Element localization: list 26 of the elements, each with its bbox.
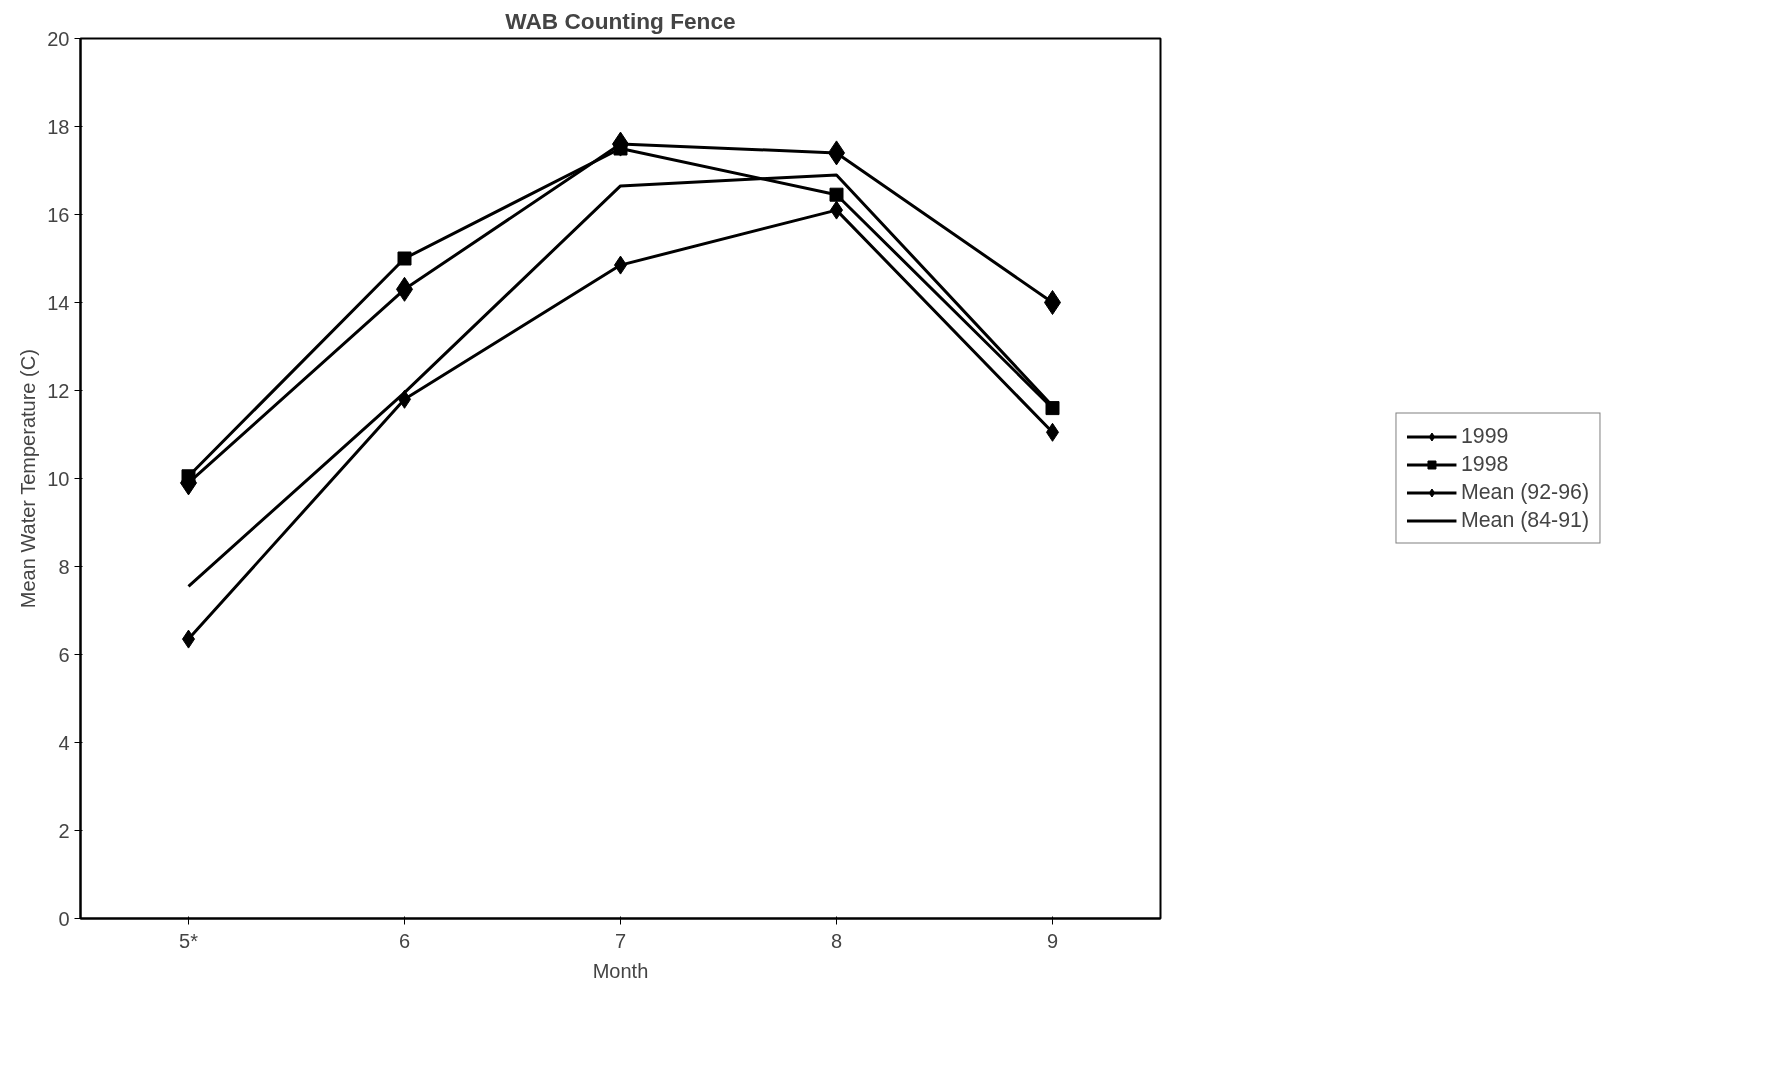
x-tick-label: 8 xyxy=(830,929,843,952)
legend-label: Mean (84-91) xyxy=(1460,507,1590,533)
y-tick-label: 10 xyxy=(47,467,70,490)
y-tick-label: 20 xyxy=(47,27,70,50)
y-tick-label: 8 xyxy=(58,555,70,578)
y-tick-label: 2 xyxy=(58,819,70,842)
y-axis-title: Mean Water Temperature (C) xyxy=(17,349,40,609)
legend-label: 1999 xyxy=(1460,423,1509,449)
point xyxy=(397,251,412,266)
x-tick-label: 6 xyxy=(398,929,411,952)
x-tick-label: 7 xyxy=(614,929,627,952)
x-tick-label: 9 xyxy=(1046,929,1059,952)
y-tick-label: 6 xyxy=(58,643,70,666)
y-tick-label: 0 xyxy=(58,907,70,930)
y-tick-label: 16 xyxy=(47,203,70,226)
y-tick-label: 18 xyxy=(47,115,70,138)
point xyxy=(1045,401,1060,416)
y-tick-label: 4 xyxy=(58,731,70,754)
x-tick-label: 5* xyxy=(179,929,199,952)
y-tick-label: 14 xyxy=(47,291,70,314)
y-tick-label: 12 xyxy=(47,379,70,402)
legend-label: Mean (92-96) xyxy=(1460,479,1590,505)
x-axis-title: Month xyxy=(592,959,649,982)
point xyxy=(829,187,844,202)
legend-label: 1998 xyxy=(1460,451,1509,477)
chart-title: WAB Counting Fence xyxy=(505,7,736,34)
